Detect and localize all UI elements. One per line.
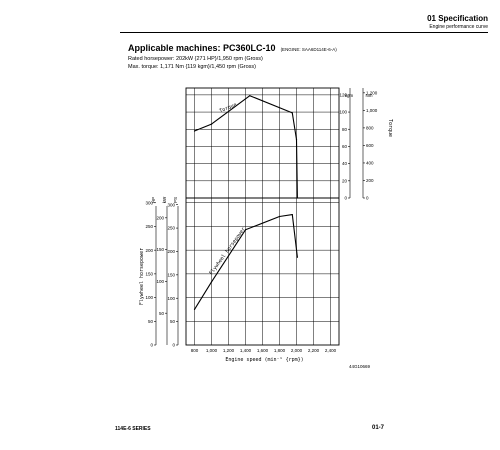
x-tick-label-0: 800	[191, 348, 199, 353]
horsepower-point-0	[193, 308, 196, 311]
ps-tick-label-4: 200	[167, 249, 175, 254]
kgm-tick-label-0: 0	[344, 196, 347, 201]
nm-tick-label-5: 1,000	[366, 108, 378, 113]
hp-tick-label-3: 150	[145, 271, 153, 276]
x-tick-label-8: 2,400	[325, 348, 337, 353]
kw-tick-label-1: 100	[156, 279, 164, 284]
kw-tick-label-2: 150	[156, 247, 164, 252]
x-tick-label-2: 1,200	[223, 348, 235, 353]
x-axis-label: Engine speed (min⁻¹ {rpm})	[225, 357, 303, 363]
section-title: 01 Specification	[427, 14, 488, 23]
ps-tick-label-5: 250	[167, 226, 175, 231]
hp-tick-label-2: 100	[145, 295, 153, 300]
kgm-tick-label-4: 80	[342, 127, 348, 132]
horsepower-point-3	[278, 215, 281, 218]
kgm-tick-label-2: 40	[342, 161, 348, 166]
ps-tick-label-1: 50	[170, 319, 176, 324]
torque-point-3	[291, 112, 293, 114]
footer-series: 114E-6 SERIES	[115, 426, 151, 432]
horsepower-point-2	[244, 229, 247, 231]
header-divider	[120, 32, 488, 33]
hp-unit-label: HP	[151, 197, 156, 203]
hp-tick-label-1: 50	[148, 319, 154, 324]
nm-tick-label-4: 800	[366, 125, 374, 130]
torque-point-2	[249, 95, 251, 97]
torque-axis-label: Torque	[387, 119, 393, 137]
kw-tick-label-3: 200	[156, 215, 164, 220]
torque-point-5	[296, 197, 298, 199]
plot-frame	[185, 87, 340, 346]
nm-tick-label-1: 200	[366, 178, 374, 183]
ps-tick-label-2: 100	[167, 296, 175, 301]
torque-point-4	[295, 138, 298, 141]
hp-tick-label-5: 250	[145, 224, 153, 229]
kw-tick-label-0: 50	[159, 311, 165, 316]
horsepower-curve-label: Flywheel horsepower	[208, 226, 246, 276]
page-title-text: Applicable machines: PC360LC-10	[128, 43, 276, 53]
nm-tick-label-0: 0	[366, 196, 369, 201]
figure-id: 44G10669	[349, 364, 371, 369]
horsepower-point-4	[291, 213, 293, 216]
ps-tick-label-3: 150	[167, 272, 175, 277]
nm-tick-label-3: 600	[366, 143, 374, 148]
ps-unit-label: PS	[173, 197, 178, 203]
max-torque: Max. torque: 1,171 Nm {119 kgm}/1,450 rp…	[128, 64, 256, 70]
hp-tick-label-0: 0	[150, 343, 153, 348]
kw-unit-label: kW	[162, 196, 167, 203]
kgm-tick-label-1: 20	[342, 178, 348, 183]
ps-tick-label-0: 0	[172, 343, 175, 348]
x-tick-label-4: 1,600	[257, 348, 269, 353]
x-tick-label-7: 2,200	[308, 348, 320, 353]
kgm-tick-label-3: 60	[342, 144, 348, 149]
nm-tick-label-6: 1,200	[366, 90, 378, 95]
torque-point-0	[193, 130, 196, 132]
x-tick-label-3: 1,400	[240, 348, 252, 353]
section-subtitle: Engine performance curve	[429, 24, 488, 30]
torque-point-1	[210, 123, 213, 125]
kgm-unit-label: kgm	[345, 93, 354, 98]
power-axis-label: Flywheel horsepower	[139, 248, 145, 305]
x-tick-label-5: 1,800	[274, 348, 286, 353]
engine-code: (ENGINE: SAA6D114E-6-A)	[280, 47, 337, 52]
nm-tick-label-2: 400	[366, 161, 374, 166]
horsepower-point-1	[210, 281, 213, 283]
nm-unit-label: Nm	[366, 93, 373, 98]
torque-curve	[194, 95, 298, 199]
x-tick-label-1: 1,000	[206, 348, 218, 353]
kgm-tick-label-5: 100	[339, 110, 347, 115]
horsepower-curve	[194, 214, 298, 310]
hp-tick-label-6: 300	[145, 200, 153, 205]
horsepower-point-5	[296, 256, 298, 258]
kgm-tick-label-6: 120	[339, 92, 347, 97]
page-title: Applicable machines: PC360LC-10 (ENGINE: …	[128, 43, 337, 53]
x-tick-label-6: 2,000	[291, 348, 303, 353]
ps-tick-label-6: 300	[167, 202, 175, 207]
rated-horsepower: Rated horsepower: 202kW {271 HP}/1,950 r…	[128, 56, 263, 62]
page-number: 01-7	[372, 425, 385, 431]
hp-tick-label-4: 200	[145, 248, 153, 253]
